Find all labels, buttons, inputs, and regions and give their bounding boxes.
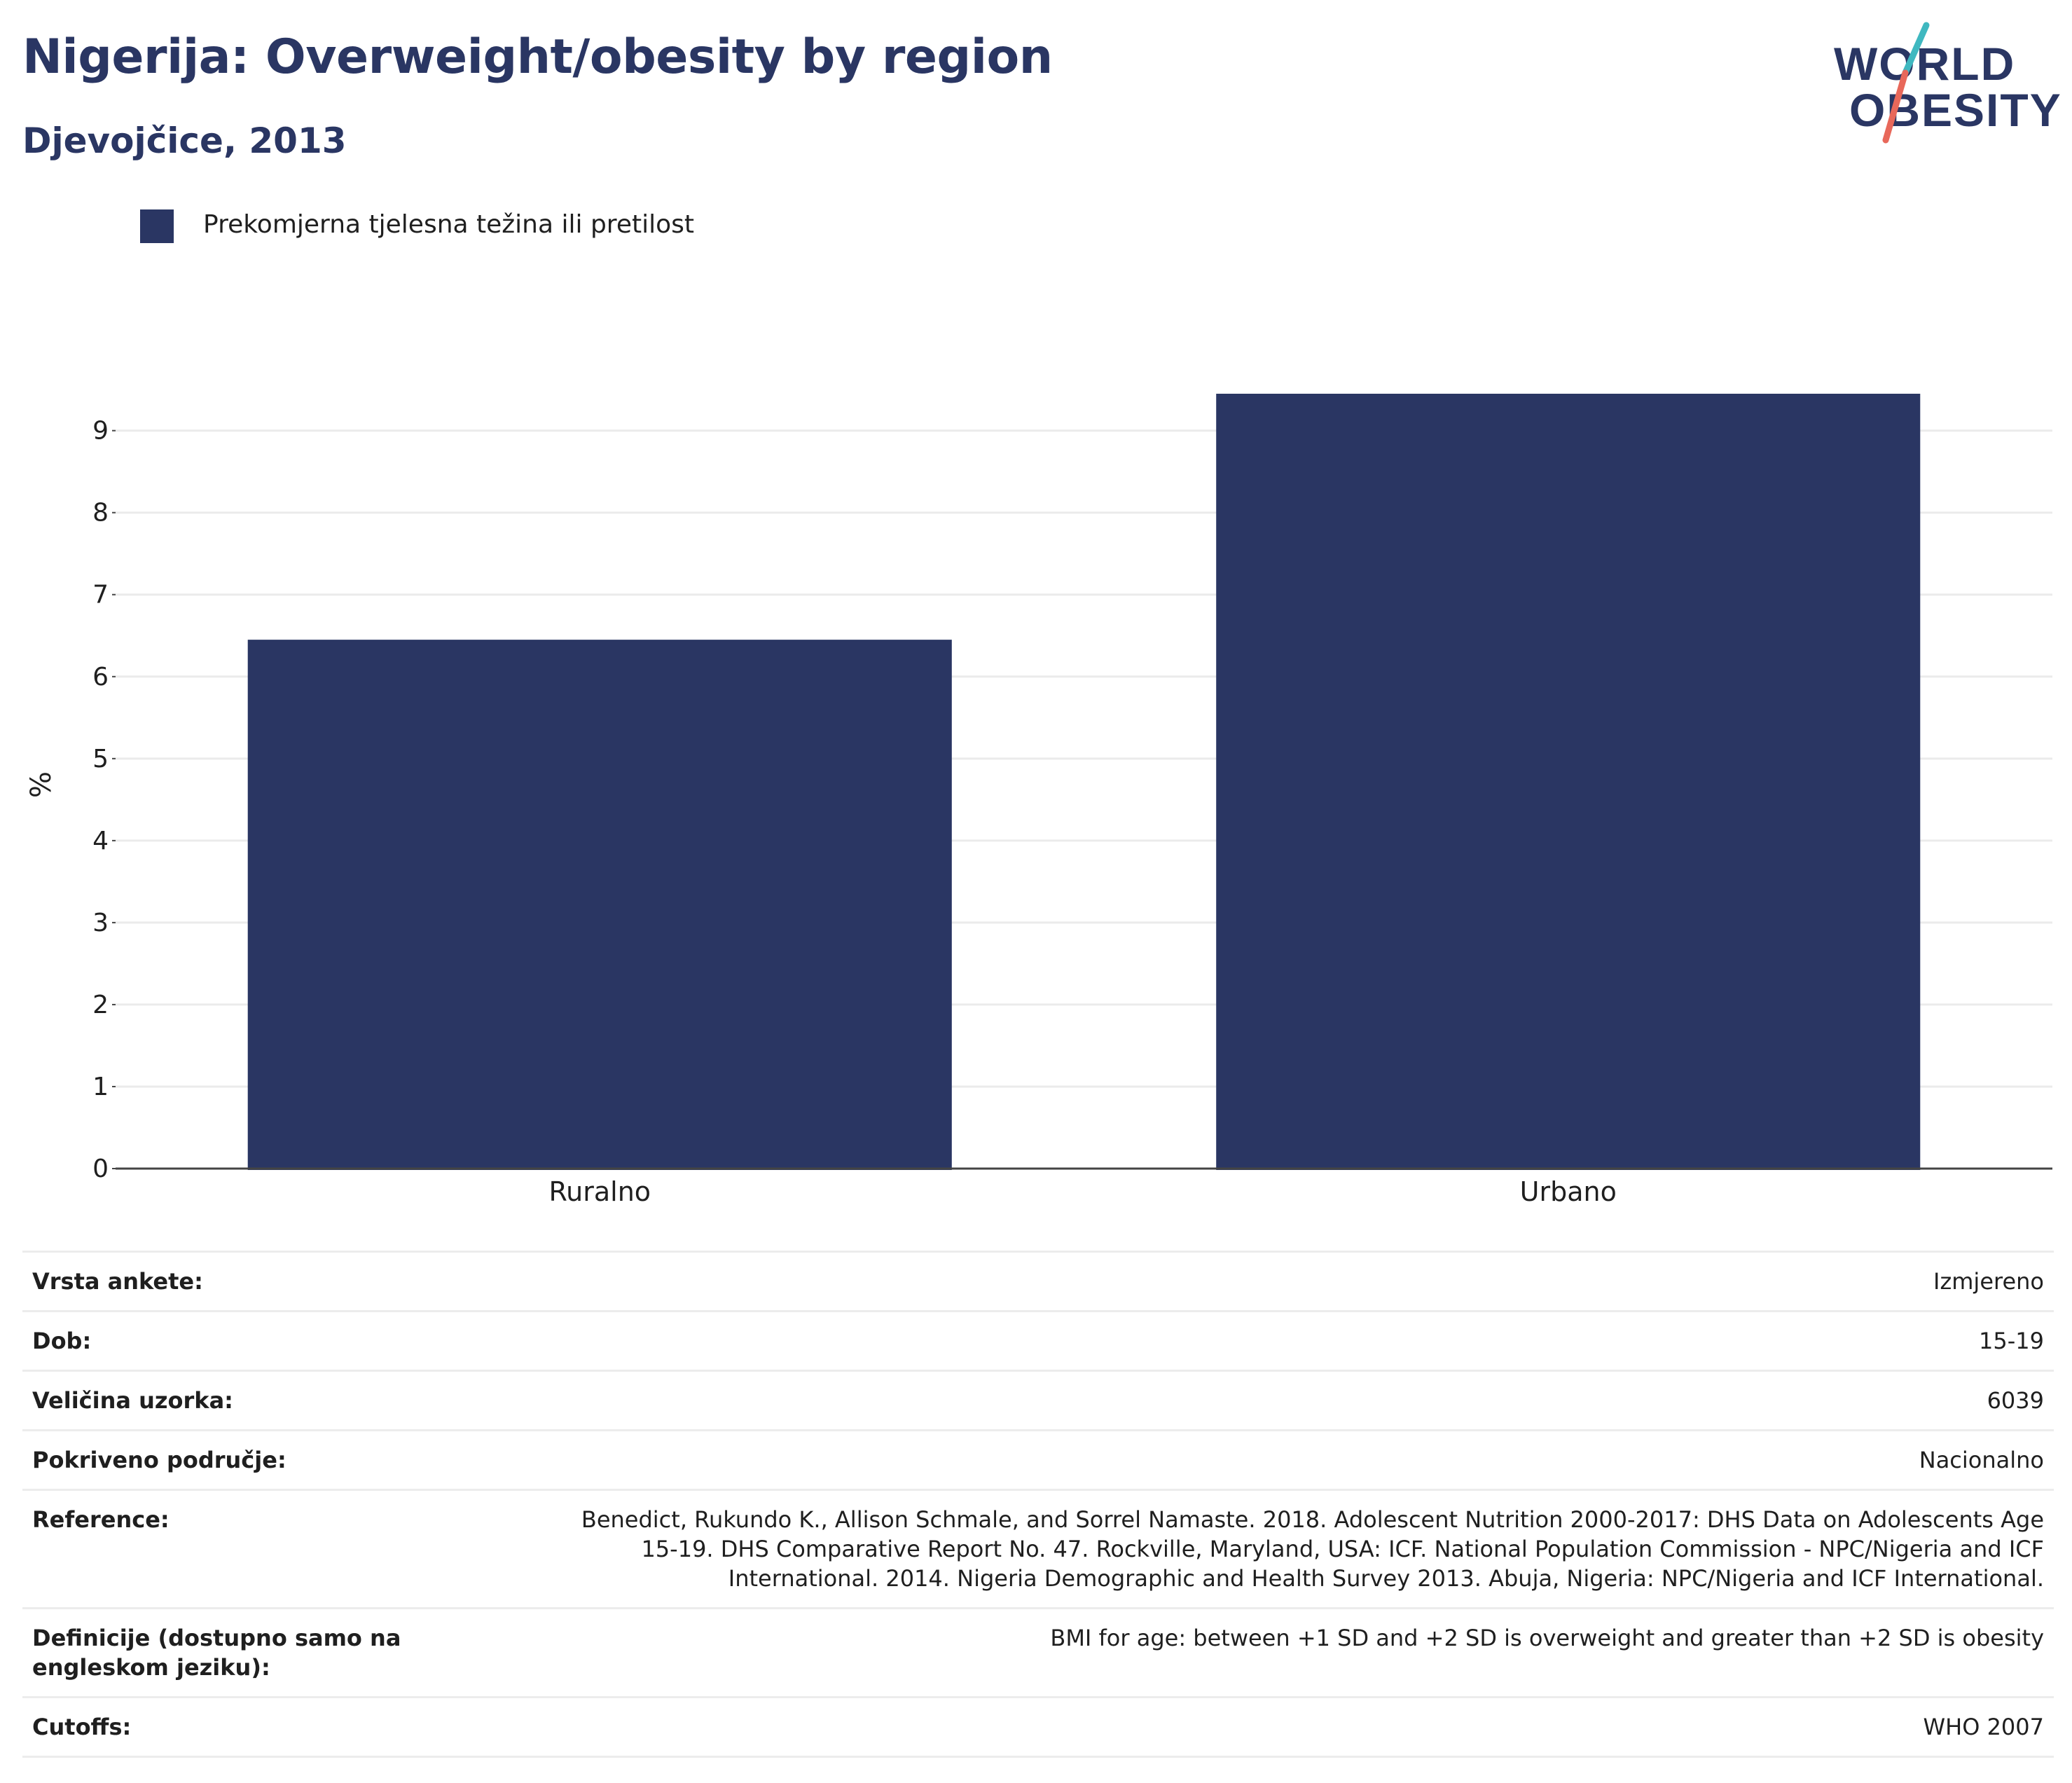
x-tick-label: Ruralno xyxy=(548,1176,651,1207)
info-value: 15-19 xyxy=(1979,1328,2044,1354)
info-value: Benedict, Rukundo K., Allison Schmale, a… xyxy=(581,1506,2044,1592)
info-row: Cutoffs: WHO 2007 xyxy=(22,1697,2054,1757)
y-tick-label: 0 xyxy=(92,1155,109,1183)
x-tick-label: Urbano xyxy=(1520,1176,1617,1207)
logo-word-world: WORLD xyxy=(1834,38,2016,90)
bar-urbano xyxy=(1216,394,1921,1170)
info-row: Vrsta ankete: Izmjereno xyxy=(22,1251,2054,1312)
y-tick-label: 4 xyxy=(92,827,109,855)
info-value: WHO 2007 xyxy=(1923,1714,2045,1740)
info-row: Veličina uzorka: 6039 xyxy=(22,1370,2054,1431)
info-row: Dob: 15-19 xyxy=(22,1311,2054,1371)
bar-ruralno xyxy=(247,640,952,1170)
survey-info-table: Vrsta ankete: Izmjereno Dob: 15-19 Veličina … xyxy=(22,1251,2054,1758)
info-value: BMI for age: between +1 SD and +2 SD is … xyxy=(1050,1625,2044,1651)
info-key: Vrsta ankete: xyxy=(32,1268,203,1295)
info-key: Veličina uzorka: xyxy=(32,1387,233,1414)
info-value: Nacionalno xyxy=(1919,1447,2044,1473)
info-value: 6039 xyxy=(1987,1387,2044,1414)
world-obesity-logo: WORLD OBESITY xyxy=(1821,21,2062,147)
info-key: Dob: xyxy=(32,1328,92,1354)
y-tick-label: 2 xyxy=(92,991,109,1019)
y-tick-label: 6 xyxy=(92,663,109,691)
y-tick-label: 1 xyxy=(92,1073,109,1101)
legend-swatch xyxy=(140,209,174,243)
bars xyxy=(247,394,1921,1170)
y-tick-label: 8 xyxy=(92,499,109,528)
info-key: Definicije (dostupno samo na engleskom j… xyxy=(32,1625,401,1681)
logo-word-obesity: OBESITY xyxy=(1849,84,2062,136)
y-tick-label: 9 xyxy=(92,417,109,446)
logo-slash-icon xyxy=(1882,22,1930,144)
bar-chart: 0 1 2 3 4 5 6 7 8 9 Ruralno Urbano% xyxy=(25,394,2052,1207)
info-key: Pokriveno područje: xyxy=(32,1447,286,1473)
info-value: Izmjereno xyxy=(1933,1268,2044,1295)
info-row: Pokriveno područje: Nacionalno xyxy=(22,1430,2054,1490)
chart-subtitle: Djevojčice, 2013 xyxy=(22,121,347,161)
info-key: Reference: xyxy=(32,1506,170,1533)
y-tick-label: 7 xyxy=(92,581,109,610)
y-axis-label: % xyxy=(25,771,57,798)
info-key: Cutoffs: xyxy=(32,1714,132,1740)
y-tick-label: 3 xyxy=(92,909,109,937)
legend-label: Prekomjerna tjelesna težina ili pretilos… xyxy=(203,210,694,239)
axes: 0 1 2 3 4 5 6 7 8 9 Ruralno Urbano% xyxy=(25,417,2052,1207)
y-tick-label: 5 xyxy=(92,745,109,773)
info-row: Reference: Benedict, Rukundo K., Allison … xyxy=(22,1489,2054,1609)
chart-title: Nigerija: Overweight/obesity by region xyxy=(22,29,1053,85)
info-row: Definicije (dostupno samo na engleskom j… xyxy=(22,1608,2054,1698)
